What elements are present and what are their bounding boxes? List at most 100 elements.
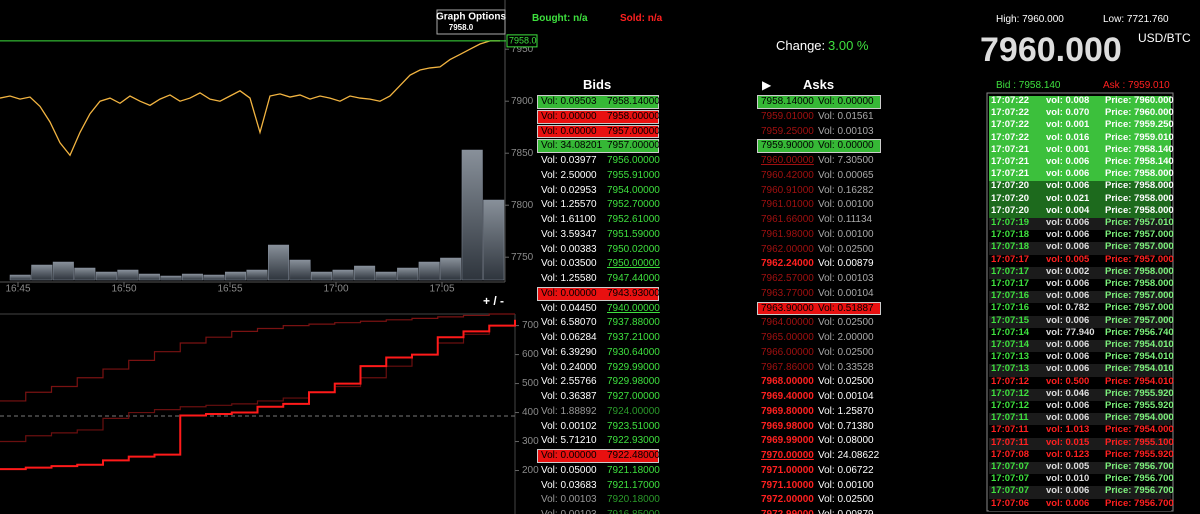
trade-time: 17:07:13	[991, 363, 1030, 375]
trade-time: 17:07:06	[991, 497, 1030, 509]
bid-volume: Vol: 2.50000	[541, 169, 597, 181]
bid-price: 7923.51000	[607, 420, 660, 432]
trade-time: 17:07:18	[991, 241, 1030, 253]
bid-volume: Vol: 2.55766	[541, 376, 597, 388]
ask-volume: Vol: 0.01561	[818, 110, 874, 122]
trade-time: 17:07:20	[991, 180, 1030, 192]
volume-bar	[160, 275, 182, 281]
ask-volume: Vol: 0.16282	[818, 184, 874, 196]
trade-time: 17:07:16	[991, 290, 1030, 302]
y-tick-label: 500	[522, 378, 539, 389]
trade-row	[989, 266, 1171, 279]
trade-time: 17:07:21	[991, 143, 1030, 155]
trade-price: Price: 7959.010	[1105, 131, 1174, 143]
bid-price: 7924.00000	[607, 405, 660, 417]
unit: USD/BTC	[1138, 31, 1191, 45]
trade-price: Price: 7957.000	[1105, 253, 1174, 265]
ask-price: 7962.00000	[761, 243, 814, 255]
trade-volume: vol: 0.070	[1046, 107, 1090, 119]
trade-price: Price: 7956.700	[1105, 461, 1174, 472]
y-tick-label: 300	[522, 436, 539, 447]
trade-row	[989, 462, 1171, 475]
ask-price: 7963.90000	[761, 302, 814, 314]
ask-volume: Vol: 0.02500	[818, 243, 874, 255]
trade-price: Price: 7954.010	[1105, 375, 1174, 387]
trade-volume: vol: 0.006	[1046, 180, 1090, 192]
trade-row	[989, 498, 1171, 511]
trade-price: Price: 7960.000	[1105, 107, 1174, 119]
volume-bar	[397, 267, 419, 281]
y-tick-label: 200	[522, 465, 539, 476]
trade-volume: vol: 0.006	[1046, 339, 1090, 350]
volume-bar	[74, 267, 96, 281]
volume-bar	[52, 261, 74, 281]
volume-bar	[224, 271, 246, 281]
trade-row	[989, 486, 1171, 499]
volume-bar	[461, 149, 483, 281]
bid-price: 7958.00000	[607, 110, 660, 122]
trade-time: 17:07:14	[991, 326, 1030, 338]
trade-time: 17:07:16	[991, 302, 1030, 314]
trade-row	[989, 193, 1171, 206]
ask-price: 7968.00000	[761, 376, 814, 388]
ask-price: 7959.25000	[761, 125, 814, 137]
ask-price: 7959.90000	[761, 140, 814, 152]
bid-row	[537, 95, 659, 109]
ask-price: 7963.77000	[761, 287, 814, 299]
bid-price: 7950.00000	[607, 258, 660, 270]
y-tick-label: 600	[522, 349, 539, 360]
volume-bar	[95, 271, 117, 281]
trade-volume: vol: 0.006	[1046, 168, 1090, 180]
trade-volume: vol: 0.008	[1046, 95, 1090, 106]
bid-volume: Vol: 0.00000	[541, 110, 597, 122]
trade-volume: vol: 0.006	[1046, 278, 1090, 289]
ask-price: 7970.00000	[761, 450, 814, 461]
y-tick-label: 7750	[511, 252, 534, 263]
last-price: 7960.000	[980, 31, 1122, 69]
trade-row	[989, 132, 1171, 145]
trade-row	[989, 205, 1171, 218]
ask-volume: Vol: 0.02500	[818, 317, 874, 329]
trade-price: Price: 7958.000	[1105, 168, 1174, 180]
trade-row	[989, 401, 1171, 414]
low: Low: 7721.760	[1103, 14, 1169, 25]
best-ask: Ask : 7959.010	[1103, 80, 1170, 91]
bid-volume: Vol: 0.03977	[541, 155, 597, 166]
bid-price: 7921.18000	[607, 464, 660, 476]
trade-volume: vol: 0.006	[1046, 314, 1090, 326]
ask-volume: Vol: 0.33528	[818, 361, 874, 373]
trade-volume: vol: 1.013	[1046, 424, 1090, 436]
trade-price: Price: 7955.920	[1105, 448, 1174, 460]
y-tick-label: 7850	[511, 148, 534, 159]
bid-volume: Vol: 0.36387	[541, 391, 597, 402]
ask-price: 7966.00000	[761, 346, 814, 358]
trade-time: 17:07:15	[991, 314, 1030, 326]
trade-price: Price: 7957.000	[1105, 290, 1174, 302]
ask-volume: Vol: 0.71380	[818, 420, 874, 432]
trade-row	[989, 108, 1171, 121]
trade-row	[989, 474, 1171, 487]
bid-price: 7958.14000	[607, 96, 660, 107]
trade-volume: vol: 0.004	[1046, 204, 1090, 216]
trade-volume: vol: 0.006	[1046, 363, 1090, 375]
tooltip-title: Graph Options	[436, 12, 506, 23]
ask-price: 7961.66000	[761, 214, 814, 225]
bid-volume: Vol: 1.25580	[541, 273, 597, 284]
ask-price: 7969.99000	[761, 435, 814, 447]
volume-bar	[354, 265, 376, 281]
trade-volume: vol: 0.016	[1046, 131, 1090, 143]
ask-volume: Vol: 2.00000	[818, 332, 874, 343]
bid-price: 7954.00000	[607, 184, 660, 196]
x-tick-label: 17:05	[429, 284, 454, 295]
bid-row	[537, 286, 659, 301]
ask-volume: Vol: 0.00100	[818, 199, 874, 211]
trade-volume: vol: 0.006	[1046, 290, 1090, 302]
price-line	[0, 40, 500, 157]
bid-row	[537, 449, 659, 463]
ask-price: 7959.01000	[761, 110, 814, 122]
ask-volume: Vol: 0.02500	[818, 376, 874, 388]
bid-row	[537, 139, 659, 153]
volume-bar	[311, 271, 333, 281]
trade-row	[989, 254, 1171, 267]
